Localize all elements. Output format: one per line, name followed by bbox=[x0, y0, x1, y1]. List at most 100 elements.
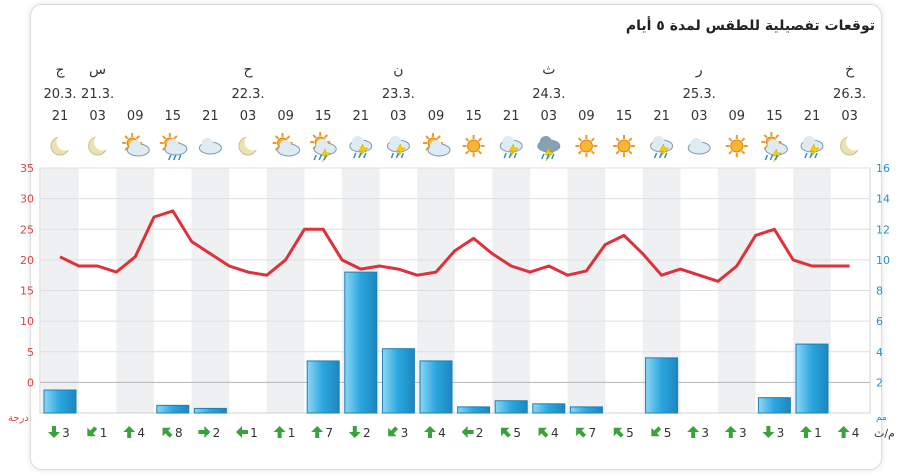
day-label: ن bbox=[393, 62, 403, 78]
wind-speed: 1 bbox=[100, 426, 108, 440]
day-label: ر bbox=[695, 62, 703, 78]
date-label: 21.3. bbox=[81, 87, 114, 102]
moon-icon bbox=[88, 133, 112, 156]
wind-arrow-icon bbox=[500, 427, 511, 438]
wind-arrow-icon bbox=[236, 426, 248, 438]
right-tick-label: 4 bbox=[876, 346, 883, 359]
storm-icon bbox=[761, 132, 788, 163]
wind-speed: 7 bbox=[589, 426, 597, 440]
hour-label: 09 bbox=[428, 109, 445, 124]
wind-speed: 2 bbox=[213, 426, 221, 440]
wind-speed: 4 bbox=[551, 426, 559, 440]
hour-label: 21 bbox=[353, 109, 370, 124]
precipitation-bar bbox=[757, 397, 791, 414]
day-label: ث bbox=[542, 62, 555, 78]
sun-icon bbox=[613, 135, 635, 157]
hour-label: 09 bbox=[729, 109, 746, 124]
rain-icon bbox=[650, 136, 674, 159]
wind-speed: 1 bbox=[250, 426, 258, 440]
rain-icon bbox=[386, 136, 410, 159]
wind-speed: 2 bbox=[476, 426, 484, 440]
right-tick-label: 2 bbox=[876, 376, 883, 389]
hour-label: 21 bbox=[804, 109, 821, 124]
sun-cloud-icon bbox=[423, 133, 451, 157]
cloud-icon bbox=[198, 138, 222, 155]
day-label: س bbox=[89, 62, 106, 78]
left-axis-unit: درجة bbox=[8, 413, 29, 424]
date-label: 20.3. bbox=[43, 87, 76, 102]
hour-label: 21 bbox=[653, 109, 670, 124]
wind-arrow-icon bbox=[87, 426, 98, 437]
day-label: ج bbox=[55, 62, 65, 78]
moon-icon bbox=[50, 133, 74, 156]
left-tick-label: 30 bbox=[20, 193, 34, 206]
date-label: 23.3. bbox=[382, 87, 415, 102]
precipitation-bar bbox=[381, 348, 415, 414]
right-tick-label: 6 bbox=[876, 315, 883, 328]
wind-speed: 5 bbox=[664, 426, 672, 440]
wind-speed: 3 bbox=[739, 426, 747, 440]
wind-arrow-icon bbox=[424, 426, 436, 438]
sun-icon bbox=[462, 135, 485, 157]
right-axis-unit: مم bbox=[876, 413, 887, 423]
rain-icon bbox=[349, 136, 373, 159]
wind-speed: 2 bbox=[363, 426, 371, 440]
hour-label: 15 bbox=[465, 109, 482, 124]
hour-label: 09 bbox=[578, 109, 595, 124]
hour-label: 15 bbox=[616, 109, 633, 124]
wind-arrow-icon bbox=[162, 427, 173, 438]
wind-speed: 8 bbox=[175, 426, 183, 440]
wind-arrow-icon bbox=[613, 427, 624, 438]
wind-speed: 7 bbox=[325, 426, 333, 440]
left-tick-label: 0 bbox=[27, 376, 34, 389]
wind-arrow-icon bbox=[576, 427, 587, 438]
wind-arrow-icon bbox=[724, 426, 737, 438]
hour-label: 03 bbox=[240, 109, 257, 124]
temperature-line bbox=[59, 209, 850, 283]
wind-speed: 5 bbox=[626, 426, 634, 440]
precipitation-bar bbox=[156, 404, 190, 414]
sun-cloud-icon bbox=[272, 133, 301, 157]
left-tick-label: 20 bbox=[20, 254, 34, 267]
wind-speed: 1 bbox=[814, 426, 822, 440]
precipitation-bar bbox=[494, 400, 528, 414]
wind-arrow-icon bbox=[48, 426, 60, 438]
right-tick-label: 12 bbox=[876, 223, 890, 236]
rain-icon bbox=[499, 136, 523, 159]
hour-label: 03 bbox=[841, 109, 858, 124]
hour-label: 15 bbox=[315, 109, 332, 124]
precipitation-bar bbox=[419, 360, 453, 414]
wind-arrow-icon bbox=[762, 426, 775, 438]
left-tick-label: 35 bbox=[20, 162, 34, 175]
left-tick-label: 15 bbox=[20, 285, 34, 298]
precipitation-bar bbox=[645, 357, 679, 414]
day-label: ح bbox=[243, 62, 253, 78]
hour-label: 09 bbox=[127, 109, 144, 124]
right-tick-label: 14 bbox=[876, 193, 890, 206]
wind-speed: 4 bbox=[438, 426, 446, 440]
hour-label: 03 bbox=[390, 109, 407, 124]
precipitation-bar bbox=[569, 406, 603, 414]
wind-arrow-icon bbox=[198, 426, 211, 438]
wind-arrow-icon bbox=[311, 426, 324, 438]
date-label: 25.3. bbox=[683, 87, 716, 102]
wind-speed: 3 bbox=[701, 426, 709, 440]
right-tick-label: 16 bbox=[876, 162, 890, 175]
moon-icon bbox=[840, 133, 864, 156]
wind-speed: 4 bbox=[852, 426, 860, 440]
cloud-icon bbox=[687, 138, 711, 155]
wind-arrow-icon bbox=[388, 426, 399, 437]
wind-speed: 3 bbox=[62, 426, 70, 440]
date-label: 22.3. bbox=[231, 87, 264, 102]
sun-cloud-icon bbox=[122, 133, 150, 157]
left-tick-label: 10 bbox=[20, 315, 34, 328]
left-tick-label: 5 bbox=[27, 346, 34, 359]
day-label: خ bbox=[845, 62, 855, 78]
hour-label: 03 bbox=[89, 109, 106, 124]
precipitation-bar bbox=[532, 403, 566, 414]
wind-speed: 5 bbox=[513, 426, 521, 440]
precipitation-bar bbox=[43, 389, 77, 414]
wind-arrow-icon bbox=[651, 426, 662, 437]
left-tick-label: 25 bbox=[20, 223, 34, 236]
sun-icon bbox=[575, 135, 598, 157]
